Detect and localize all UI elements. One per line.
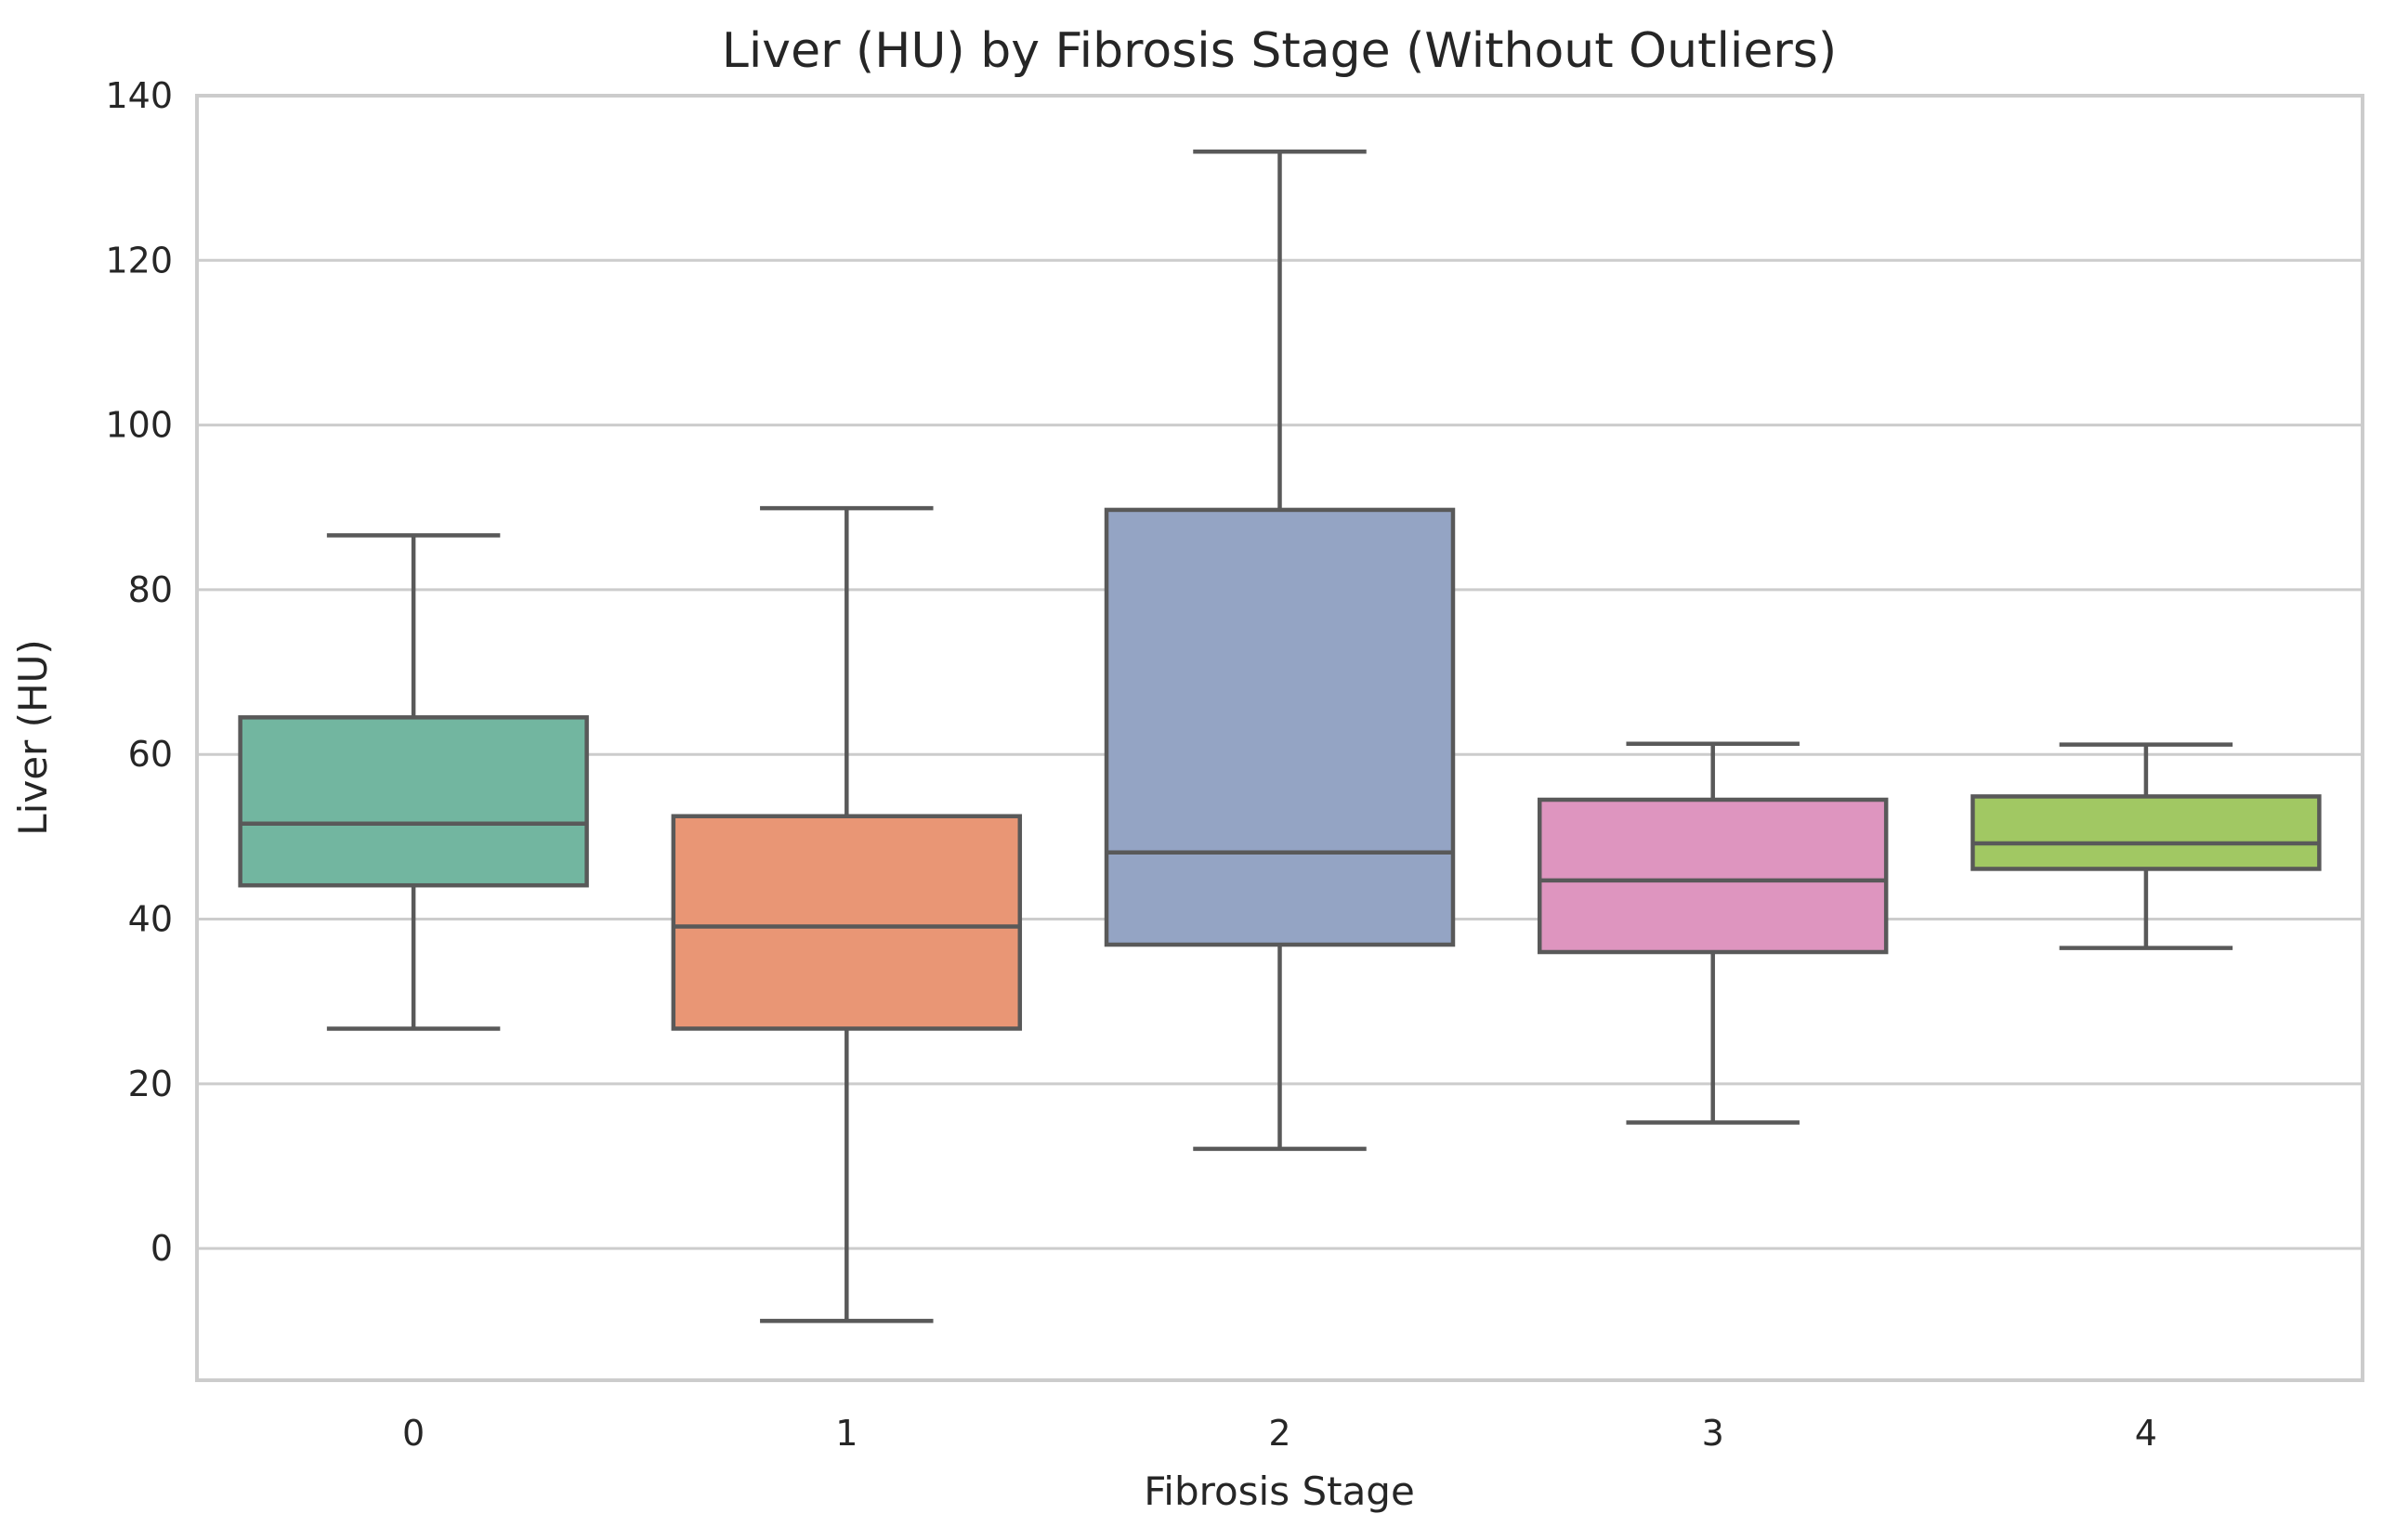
x-tick-label: 0 <box>402 1413 425 1454</box>
x-axis-label: Fibrosis Stage <box>1144 1468 1415 1514</box>
x-tick-label: 1 <box>835 1413 858 1454</box>
x-tick-label: 2 <box>1268 1413 1290 1454</box>
y-tick-label: 60 <box>128 734 173 775</box>
iqr-box <box>1106 510 1453 945</box>
x-tick-label: 4 <box>2135 1413 2157 1454</box>
chart-title: Liver (HU) by Fibrosis Stage (Without Ou… <box>722 23 1837 79</box>
iqr-box <box>241 717 587 885</box>
y-axis-label: Liver (HU) <box>10 639 56 835</box>
y-tick-label: 20 <box>128 1064 173 1104</box>
iqr-box <box>1539 800 1886 952</box>
iqr-box <box>674 816 1020 1029</box>
y-tick-label: 80 <box>128 569 173 610</box>
y-tick-label: 40 <box>128 899 173 940</box>
y-tick-label: 120 <box>105 240 173 281</box>
y-tick-label: 140 <box>105 75 173 116</box>
iqr-box <box>1972 796 2319 868</box>
x-tick-label: 3 <box>1702 1413 1724 1454</box>
y-tick-label: 0 <box>151 1228 173 1269</box>
y-tick-label: 100 <box>105 405 173 446</box>
